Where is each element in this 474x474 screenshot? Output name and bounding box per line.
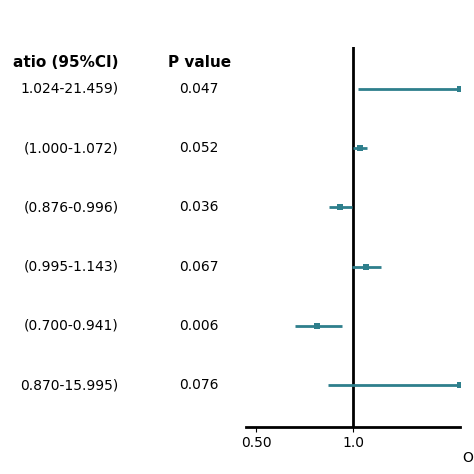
Text: 0.052: 0.052 bbox=[179, 141, 219, 155]
Text: (0.995-1.143): (0.995-1.143) bbox=[24, 260, 119, 273]
Text: (0.876-0.996): (0.876-0.996) bbox=[23, 201, 118, 214]
Text: 0.047: 0.047 bbox=[179, 82, 219, 96]
Text: (0.700-0.941): (0.700-0.941) bbox=[24, 319, 119, 333]
Text: atio (95%CI): atio (95%CI) bbox=[13, 55, 118, 70]
Text: 0.076: 0.076 bbox=[179, 378, 219, 392]
Text: 1.024-21.459): 1.024-21.459) bbox=[20, 82, 118, 96]
Text: P value: P value bbox=[167, 55, 231, 70]
Text: 0.870-15.995): 0.870-15.995) bbox=[20, 378, 118, 392]
Text: 0.067: 0.067 bbox=[179, 260, 219, 273]
Text: (1.000-1.072): (1.000-1.072) bbox=[24, 141, 119, 155]
Text: O: O bbox=[462, 450, 473, 465]
Text: 0.006: 0.006 bbox=[179, 319, 219, 333]
Text: 0.036: 0.036 bbox=[179, 201, 219, 214]
